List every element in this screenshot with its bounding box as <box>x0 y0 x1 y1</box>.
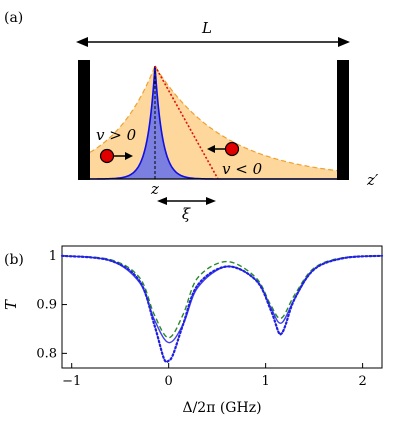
atom-left <box>99 148 133 164</box>
x-tick-label: 1 <box>261 374 269 389</box>
right-mirror <box>337 60 349 180</box>
plot-series <box>60 254 384 364</box>
velocity-tangent-line <box>154 65 219 180</box>
series-solid-line <box>61 255 383 344</box>
plot-frame <box>61 245 383 369</box>
cavity-field-envelope <box>90 66 337 179</box>
x-tick-label: 2 <box>358 374 366 389</box>
atom-right-label: v < 0 <box>222 160 263 178</box>
localized-mode-peak <box>90 66 337 179</box>
width-label: ξ <box>182 205 191 223</box>
atom-right <box>207 141 240 157</box>
panel-a-label: (a) <box>4 10 23 26</box>
width-arrow <box>157 197 216 205</box>
position-label: z <box>150 180 159 198</box>
panel-a: (a) L v > 0 <box>4 10 379 223</box>
y-axis-label: T <box>2 299 20 310</box>
panel-b-label: (b) <box>4 252 24 268</box>
atom-right-dot <box>224 141 240 157</box>
x-tick-label: 0 <box>165 374 173 389</box>
y-tick-label: 0.8 <box>36 346 57 361</box>
series-dotted-line <box>60 254 384 364</box>
atom-left-label: v > 0 <box>96 126 137 144</box>
position2-label: z′ <box>366 171 379 189</box>
x-tick-label: −1 <box>62 374 81 389</box>
length-label: L <box>201 19 212 37</box>
x-axis-label: Δ/2π (GHz) <box>182 400 261 416</box>
axes-ticks: −1 0 1 2 0.8 0.9 1 <box>36 249 366 389</box>
y-tick-label: 0.9 <box>36 298 57 313</box>
series-dashed-line <box>61 255 383 339</box>
panel-b: (b) −1 0 1 2 0.8 0.9 1 T Δ/2π (GHz) <box>2 245 384 416</box>
y-tick-label: 1 <box>49 249 57 264</box>
left-mirror <box>78 60 90 180</box>
envelope-curve <box>89 64 338 172</box>
length-arrow <box>76 37 350 47</box>
atom-left-dot <box>99 148 115 164</box>
